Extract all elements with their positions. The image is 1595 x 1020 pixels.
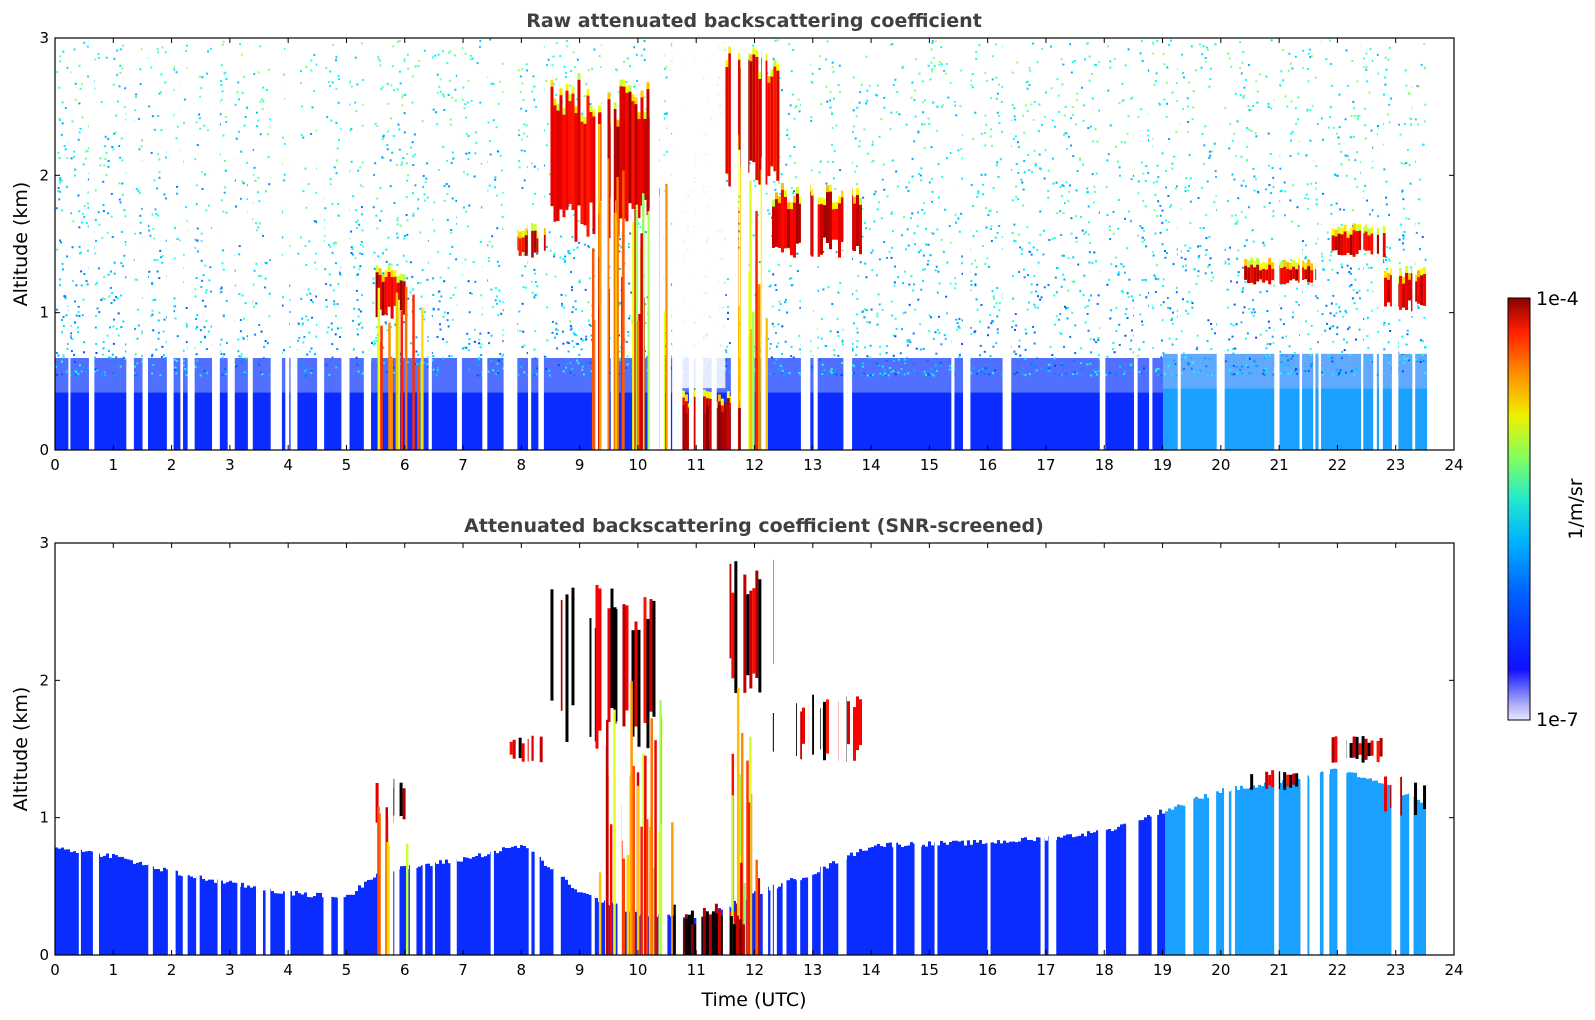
x-tick-label: 14: [862, 961, 881, 979]
y-tick-label: 2: [39, 166, 49, 184]
heatmap-area: [55, 543, 1427, 955]
y-tick-label: 0: [39, 441, 49, 459]
x-tick-label: 18: [1095, 456, 1114, 474]
x-axis-label: Time (UTC): [700, 989, 806, 1011]
x-tick-label: 13: [803, 456, 822, 474]
panel-raw: Raw attenuated backscattering coefficien…: [10, 10, 1464, 474]
x-axis: 0 1 2 3 4 5 6 7 8 9 10 11 12 13 14 15 16 17 18 19 20 21 22 23 24: [50, 38, 1464, 474]
missing-data-gaps: [78, 543, 1414, 955]
y-tick-label: 3: [39, 534, 49, 552]
heatmap-area: [55, 38, 1427, 450]
colorbar: 1e-4 1e-7 1/m/sr: [1507, 288, 1587, 731]
y-axis-label: Altitude (km): [10, 687, 32, 812]
x-tick-label: 17: [1036, 961, 1055, 979]
x-tick-label: 8: [517, 961, 527, 979]
y-tick-label: 3: [39, 29, 49, 47]
x-tick-label: 2: [167, 961, 177, 979]
x-tick-label: 16: [978, 456, 997, 474]
x-tick-label: 21: [1270, 456, 1289, 474]
x-tick-label: 9: [575, 456, 585, 474]
colorbar-max-label: 1e-4: [1536, 288, 1579, 310]
y-tick-label: 1: [39, 809, 49, 827]
x-tick-label: 3: [225, 456, 235, 474]
x-tick-label: 13: [803, 961, 822, 979]
y-tick-label: 0: [39, 946, 49, 964]
x-tick-label: 4: [283, 961, 293, 979]
x-tick-label: 6: [400, 961, 410, 979]
x-tick-label: 20: [1211, 456, 1230, 474]
x-tick-label: 7: [458, 456, 468, 474]
x-tick-label: 11: [687, 961, 706, 979]
x-tick-label: 10: [628, 456, 647, 474]
x-tick-label: 1: [109, 961, 119, 979]
x-tick-label: 5: [342, 961, 352, 979]
colorbar-unit-label: 1/m/sr: [1565, 478, 1587, 539]
precipitation-streaks: [377, 681, 767, 955]
missing-data-gaps: [68, 38, 1416, 450]
x-tick-label: 2: [167, 456, 177, 474]
y-tick-label: 2: [39, 671, 49, 689]
x-tick-label: 14: [862, 456, 881, 474]
y-axis: 0 1 2 3: [39, 29, 1454, 459]
x-tick-label: 12: [745, 961, 764, 979]
x-tick-label: 0: [50, 456, 60, 474]
x-tick-label: 6: [400, 456, 410, 474]
x-tick-label: 21: [1270, 961, 1289, 979]
x-tick-label: 23: [1386, 456, 1405, 474]
chart-title: Raw attenuated backscattering coefficien…: [526, 10, 982, 32]
x-tick-label: 24: [1444, 456, 1463, 474]
y-tick-label: 1: [39, 304, 49, 322]
x-tick-label: 16: [978, 961, 997, 979]
x-tick-label: 15: [920, 961, 939, 979]
x-tick-label: 15: [920, 456, 939, 474]
x-tick-label: 19: [1153, 961, 1172, 979]
colorbar-gradient: [1507, 297, 1531, 721]
x-tick-label: 1: [109, 456, 119, 474]
x-tick-label: 23: [1386, 961, 1405, 979]
colorbar-min-label: 1e-7: [1536, 709, 1579, 731]
y-axis: 0 1 2 3: [39, 534, 1454, 964]
x-tick-label: 20: [1211, 961, 1230, 979]
x-tick-label: 5: [342, 456, 352, 474]
x-tick-label: 7: [458, 961, 468, 979]
x-tick-label: 22: [1328, 456, 1347, 474]
x-tick-label: 0: [50, 961, 60, 979]
x-tick-label: 9: [575, 961, 585, 979]
x-axis: 0 1 2 3 4 5 6 7 8 9 10 11 12 13 14 15 16 17 18 19 20 21 22 23 24: [50, 543, 1464, 979]
x-tick-label: 24: [1444, 961, 1463, 979]
x-tick-label: 19: [1153, 456, 1172, 474]
x-tick-label: 12: [745, 456, 764, 474]
chart-title: Attenuated backscattering coefficient (S…: [464, 515, 1044, 537]
y-axis-label: Altitude (km): [10, 182, 32, 307]
x-tick-label: 3: [225, 961, 235, 979]
x-tick-label: 10: [628, 961, 647, 979]
x-tick-label: 17: [1036, 456, 1055, 474]
x-tick-label: 4: [283, 456, 293, 474]
x-tick-label: 8: [517, 456, 527, 474]
x-tick-label: 18: [1095, 961, 1114, 979]
panel-screened: Attenuated backscattering coefficient (S…: [10, 515, 1464, 1011]
x-tick-label: 11: [687, 456, 706, 474]
x-tick-label: 22: [1328, 961, 1347, 979]
